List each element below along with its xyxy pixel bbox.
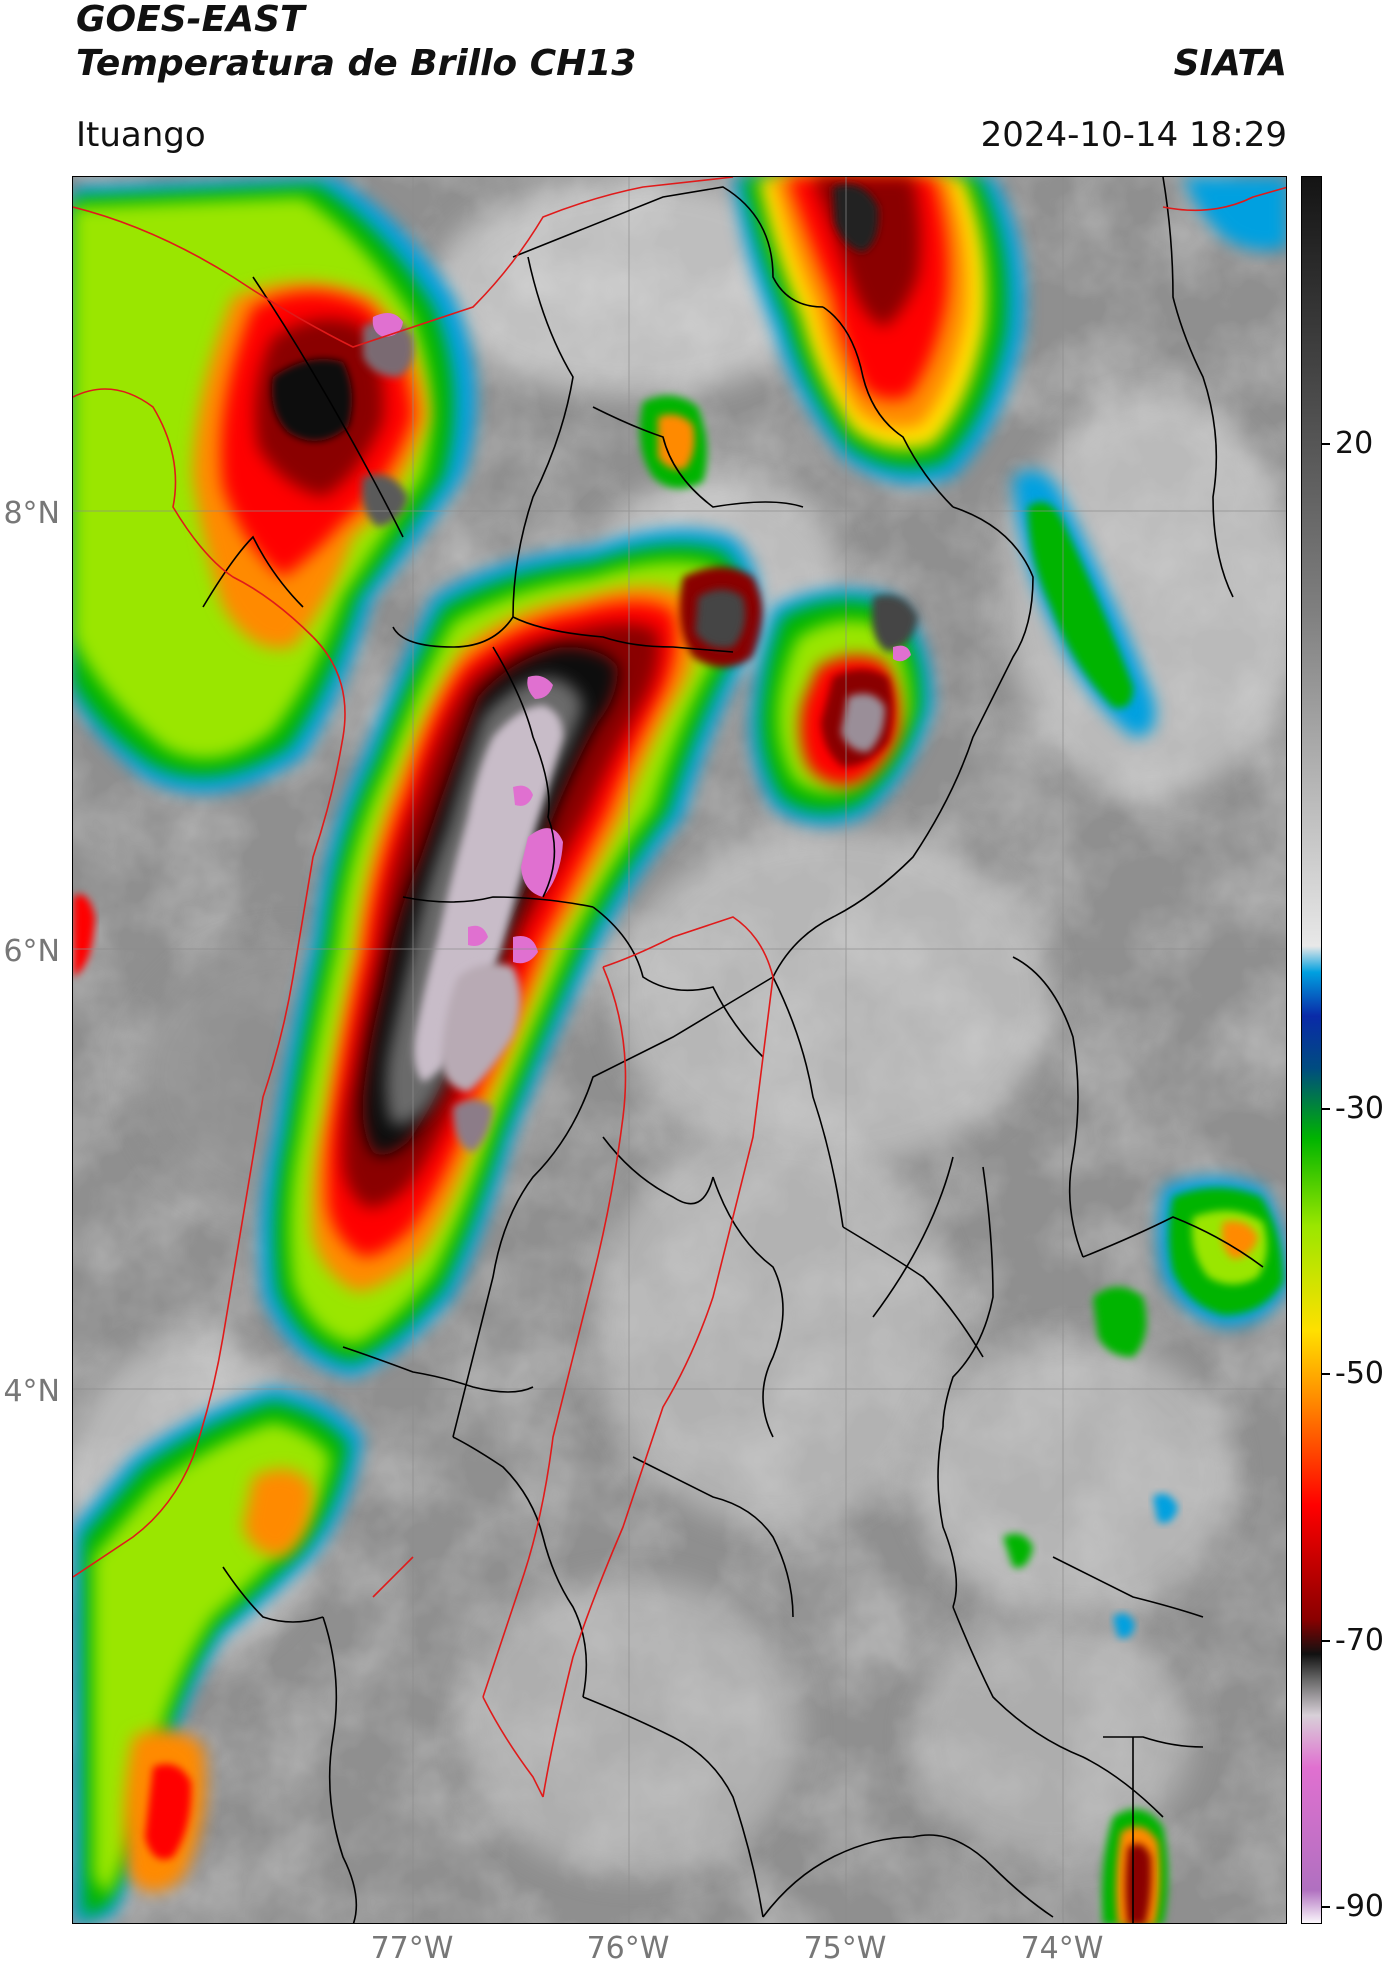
- lon-label-75w: 75°W: [803, 1931, 887, 1966]
- graticule: [73, 177, 1286, 1923]
- satellite-map[interactable]: [72, 176, 1287, 1924]
- colorbar-gradient: [1302, 177, 1321, 1923]
- colorbar-tick-minus30: [1322, 1108, 1330, 1110]
- lat-label-4n: 4°N: [3, 1374, 60, 1409]
- colorbar-label-minus70: -70: [1335, 1623, 1384, 1658]
- storm-small-north: [639, 395, 707, 489]
- storm-east-cell: [750, 589, 933, 825]
- lon-label-76w: 76°W: [586, 1931, 670, 1966]
- colorbar-tick-minus70: [1322, 1640, 1330, 1642]
- lat-label-6n: 6°N: [3, 934, 60, 969]
- storm-southeast: [73, 894, 1286, 1923]
- admin-borders-black: [202, 177, 1264, 1923]
- storm-north-central: [733, 177, 1025, 484]
- timestamp-label: 2024-10-14 18:29: [980, 115, 1287, 155]
- colorbar-label-minus50: -50: [1335, 1356, 1384, 1391]
- storm-southern-extension: [73, 1387, 363, 1923]
- colorbar-label-minus90: -90: [1335, 1889, 1384, 1924]
- colorbar-tick-20: [1322, 443, 1330, 445]
- colorbar-tick-minus50: [1322, 1373, 1330, 1375]
- colorbar: [1301, 176, 1322, 1924]
- organization-label: SIATA: [1173, 43, 1287, 84]
- lon-label-74w: 74°W: [1020, 1931, 1104, 1966]
- basin-borders-red: [73, 177, 1286, 1798]
- lon-label-77w: 77°W: [370, 1931, 454, 1966]
- colorbar-label-minus30: -30: [1335, 1091, 1384, 1126]
- lat-label-8n: 8°N: [3, 496, 60, 531]
- colorbar-tick-minus90: [1322, 1906, 1330, 1908]
- map-canvas: [73, 177, 1286, 1923]
- location-label: Ituango: [76, 115, 206, 155]
- title-product: Temperatura de Brillo CH13: [76, 43, 637, 84]
- storm-central-band: [259, 529, 763, 1377]
- colorbar-fill: [1302, 177, 1321, 1923]
- title-satellite: GOES-EAST: [76, 0, 305, 40]
- storm-west-northern: [73, 177, 476, 793]
- colorbar-label-20: 20: [1335, 426, 1374, 461]
